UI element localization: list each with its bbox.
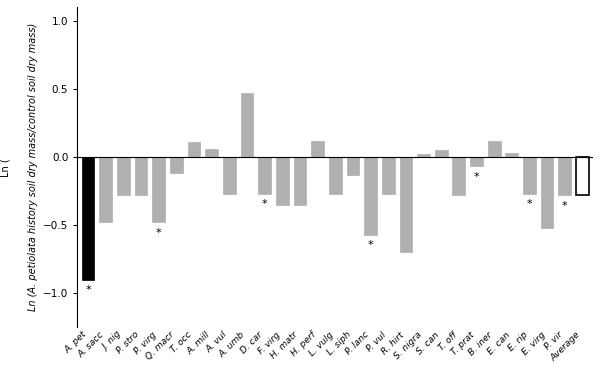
Bar bbox=[152, 157, 165, 222]
Bar bbox=[134, 157, 148, 195]
Bar bbox=[276, 157, 289, 205]
Bar bbox=[329, 157, 341, 194]
Bar bbox=[82, 157, 94, 280]
Bar bbox=[170, 157, 182, 173]
Bar bbox=[576, 157, 589, 195]
Bar bbox=[523, 157, 536, 194]
Bar bbox=[188, 142, 200, 157]
Bar bbox=[364, 157, 377, 235]
Bar bbox=[435, 150, 448, 157]
Bar bbox=[505, 153, 518, 157]
Bar bbox=[347, 157, 359, 175]
Text: Ln (: Ln ( bbox=[1, 158, 10, 176]
Text: *: * bbox=[85, 285, 91, 295]
Text: *: * bbox=[368, 240, 373, 250]
Bar bbox=[417, 154, 430, 157]
Bar bbox=[117, 157, 130, 195]
Text: *: * bbox=[562, 201, 568, 211]
Bar bbox=[382, 157, 395, 194]
Bar bbox=[470, 157, 483, 166]
Bar bbox=[541, 157, 553, 228]
Bar bbox=[488, 141, 500, 157]
Bar bbox=[241, 93, 253, 157]
Bar bbox=[99, 157, 112, 222]
Text: *: * bbox=[473, 172, 479, 182]
Bar bbox=[223, 157, 236, 194]
Text: *: * bbox=[156, 228, 161, 238]
Text: *: * bbox=[527, 199, 532, 209]
Bar bbox=[258, 157, 271, 194]
Y-axis label: Ln (A. petiolata history soil dry mass/control soil dry mass): Ln (A. petiolata history soil dry mass/c… bbox=[28, 23, 38, 311]
Bar bbox=[293, 157, 306, 205]
Text: *: * bbox=[262, 199, 268, 209]
Bar bbox=[559, 157, 571, 195]
Bar bbox=[452, 157, 465, 195]
Bar bbox=[311, 141, 324, 157]
Bar bbox=[205, 149, 218, 157]
Bar bbox=[400, 157, 412, 252]
